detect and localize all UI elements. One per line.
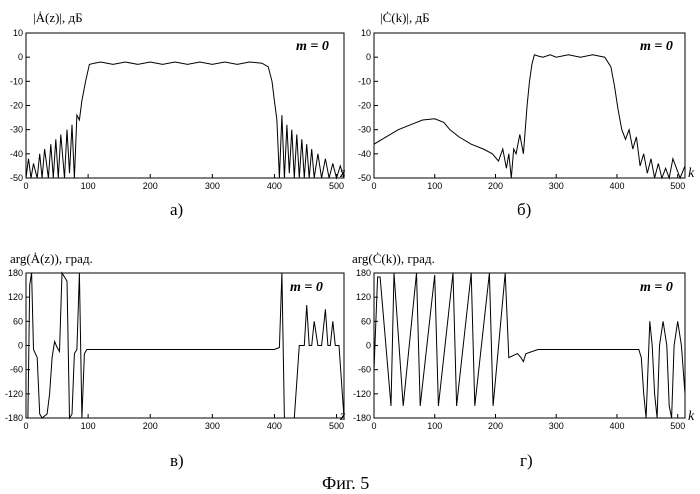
panel-g-ytick-label: 180: [356, 268, 371, 278]
panel-b-xtick-label: 400: [609, 181, 624, 191]
panel-a-caption: а): [170, 200, 183, 219]
panel-a-yticks: 10 0 -10 -20 -30 -40 -50: [10, 28, 30, 183]
panel-g-ytick-label: -180: [353, 413, 371, 423]
panel-g-xticks: 0 100 200 300 400 500: [371, 414, 685, 431]
panel-a-ytick-label: -50: [10, 173, 23, 183]
panel-b-xticks: 0 100 200 300 400 500: [371, 174, 685, 191]
figure-caption: Фиг. 5: [322, 473, 369, 493]
panel-b-ytick-label: -50: [358, 173, 371, 183]
panel-a-ytick-label: 0: [18, 52, 23, 62]
panel-b-ytick-label: -10: [358, 76, 371, 86]
panel-b-caption: б): [517, 200, 531, 219]
panel-v-annotation: m = 0: [290, 280, 323, 295]
panel-g: arg(Ċ(k)), град. m = 0 k 180 120 60 0 -60 -12…: [352, 251, 695, 470]
panel-b-xtick-label: 0: [371, 181, 376, 191]
panel-a-ytick-label: -10: [10, 76, 23, 86]
panel-b-ytick-label: 0: [366, 52, 371, 62]
panel-b-annotation: m = 0: [640, 39, 673, 54]
panel-g-ytick-label: -120: [353, 389, 371, 399]
panel-a-xtick-label: 300: [205, 181, 220, 191]
panel-g-caption: г): [520, 451, 533, 470]
panel-v-ytick-label: 60: [13, 316, 23, 326]
panel-v-caption: в): [170, 451, 184, 470]
panel-v-xtick-label: 100: [81, 421, 96, 431]
panel-g-xtick-label: 500: [670, 421, 685, 431]
panel-b-xtick-label: 200: [488, 181, 503, 191]
panel-b-xtick-label: 500: [670, 181, 685, 191]
panel-a-xtick-label: 0: [23, 181, 28, 191]
panel-a-ylabel: |Ȧ(z)|, дБ: [33, 10, 83, 25]
panel-v-ytick-label: 120: [8, 292, 23, 302]
panel-a-xtick-label: 100: [81, 181, 96, 191]
panel-v-xtick-label: 300: [205, 421, 220, 431]
panel-a-xtick-label: 200: [143, 181, 158, 191]
panel-v-ytick-label: -180: [5, 413, 23, 423]
panel-b-xtick-label: 100: [427, 181, 442, 191]
panel-v-ytick-label: -120: [5, 389, 23, 399]
panel-v-ytick-label: 180: [8, 268, 23, 278]
panel-g-annotation: m = 0: [640, 280, 673, 295]
panel-g-xtick-label: 400: [609, 421, 624, 431]
panel-a-series: [26, 62, 344, 178]
panel-g-ytick-label: 60: [361, 316, 371, 326]
panel-g-ytick-label: -60: [358, 365, 371, 375]
panel-v-ytick-label: 0: [18, 341, 23, 351]
panel-v-xtick-label: 0: [23, 421, 28, 431]
panel-v: arg(Ȧ(z)), град. m = 0 z 180120600-60-12…: [5, 251, 346, 470]
panel-v-xtick-label: 500: [329, 421, 344, 431]
panel-g-xtick-label: 0: [371, 421, 376, 431]
panel-v-ylabel: arg(Ȧ(z)), град.: [10, 251, 93, 266]
panel-a-ytick-label: -40: [10, 149, 23, 159]
panel-g-frame: [374, 273, 685, 418]
panel-v-xtick-label: 200: [143, 421, 158, 431]
panel-b: |Ċ(k)|, дБ m = 0 k 100-10-20-30-40-50 01…: [358, 10, 695, 219]
panel-a: |Ȧ(z)|, дБ m = 0 z 100-10-20-30-40-50 01…: [10, 10, 346, 219]
panel-a-xtick-label: 500: [329, 181, 344, 191]
panel-v-ytick-label: -60: [10, 365, 23, 375]
panel-g-xtick-label: 300: [549, 421, 564, 431]
panel-v-xtick-label: 400: [267, 421, 282, 431]
panel-v-xticks: 0 100 200 300 400 500: [23, 414, 344, 431]
panel-b-xtick-label: 300: [549, 181, 564, 191]
panel-b-frame: [374, 33, 685, 178]
panel-a-xticks: 0 100 200 300 400 500: [23, 174, 344, 191]
panel-g-xtick-label: 200: [488, 421, 503, 431]
panel-b-ytick-label: 10: [361, 28, 371, 38]
panel-a-annotation: m = 0: [296, 39, 329, 54]
panel-g-ylabel: arg(Ċ(k)), град.: [352, 251, 435, 266]
panel-b-series: [374, 55, 685, 178]
panel-b-yticks: 10 0 -10 -20 -30 -40 -50: [358, 28, 378, 183]
panel-g-xlabel: k: [688, 409, 695, 424]
panel-a-ytick-label: -20: [10, 101, 23, 111]
panel-g-series: [374, 273, 685, 418]
panel-g-ytick-label: 120: [356, 292, 371, 302]
panel-b-ytick-label: -20: [358, 101, 371, 111]
panel-a-xtick-label: 400: [267, 181, 282, 191]
panel-a-ytick-label: -30: [10, 125, 23, 135]
panel-g-ytick-label: 0: [366, 341, 371, 351]
panel-b-ytick-label: -40: [358, 149, 371, 159]
panel-a-ytick-label: 10: [13, 28, 23, 38]
panel-b-ytick-label: -30: [358, 125, 371, 135]
panel-g-xtick-label: 100: [427, 421, 442, 431]
panel-b-ylabel: |Ċ(k)|, дБ: [380, 10, 430, 25]
panel-b-xlabel: k: [688, 166, 695, 181]
